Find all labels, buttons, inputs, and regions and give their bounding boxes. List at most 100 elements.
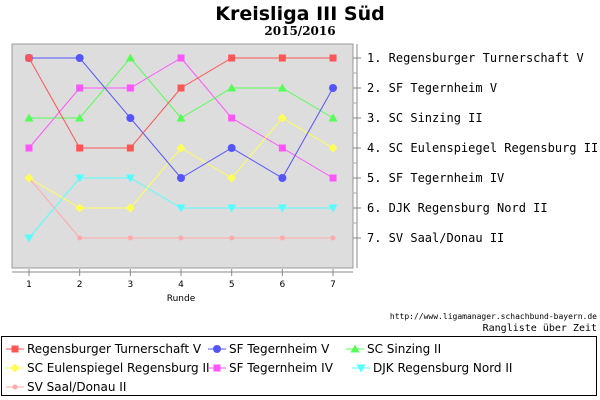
data-point — [277, 204, 287, 213]
data-point — [125, 53, 135, 62]
x-axis-label: Runde — [167, 294, 196, 304]
chart-caption: Rangliste über Zeit — [483, 323, 597, 334]
data-point — [177, 174, 186, 182]
data-point — [177, 84, 185, 92]
legend-label: SV Saal/Donau II — [27, 380, 127, 394]
legend-label: DJK Regensburg Nord II — [373, 361, 513, 375]
legend-swatch — [6, 384, 24, 390]
series-djk-regensburg-nord-ii — [24, 174, 338, 243]
legend-item: DJK Regensburg Nord II — [352, 359, 512, 377]
legend-label: SF Tegernheim V — [229, 342, 330, 356]
legend-marker — [213, 345, 221, 353]
legend-marker — [356, 364, 366, 373]
legend-item: SV Saal/Donau II — [6, 378, 126, 396]
ranking-label: 2. SF Tegernheim V — [367, 81, 497, 95]
legend-label: SF Tegernheim IV — [229, 361, 333, 375]
x-axis: 1 2 3 4 5 6 7 — [12, 269, 353, 290]
ranking-label: 7. SV Saal/Donau II — [367, 231, 504, 245]
legend-swatch — [6, 345, 24, 353]
data-point — [278, 174, 287, 182]
data-point — [227, 144, 236, 152]
data-point — [228, 114, 236, 122]
data-point — [176, 113, 186, 122]
data-point — [77, 235, 83, 241]
data-point — [75, 174, 85, 183]
data-point — [328, 204, 338, 213]
legend-marker — [213, 364, 221, 372]
data-point — [278, 144, 286, 152]
data-point — [127, 235, 133, 241]
legend-item: SC Eulenspiegel Regensburg II — [6, 359, 210, 377]
data-point — [277, 113, 287, 123]
data-point — [330, 235, 336, 241]
series-regensburger-turnerschaft-v — [25, 54, 337, 152]
legend-label: Regensburger Turnerschaft V — [27, 342, 202, 356]
data-point — [176, 143, 186, 153]
ranking-label: 3. SC Sinzing II — [367, 111, 483, 125]
data-point — [76, 84, 84, 92]
legend-swatch — [346, 344, 364, 353]
legend-swatch — [352, 364, 370, 373]
x-tick-label: 4 — [178, 280, 184, 290]
x-tick-label: 5 — [229, 280, 235, 290]
legend-swatch — [6, 363, 24, 373]
y-axis — [353, 44, 361, 268]
data-point — [76, 144, 84, 152]
x-tick-label: 6 — [279, 280, 285, 290]
legend-swatch — [208, 345, 226, 353]
series-layer — [24, 53, 338, 243]
legend-marker — [10, 363, 20, 373]
data-point — [228, 54, 236, 62]
data-point — [177, 54, 185, 62]
ranking-label: 5. SF Tegernheim IV — [367, 171, 504, 185]
x-tick-label: 3 — [127, 280, 133, 290]
legend-marker — [12, 384, 18, 390]
data-point — [278, 54, 286, 62]
ranking-label: 6. DJK Regensburg Nord II — [367, 201, 548, 215]
x-tick-label: 2 — [77, 280, 83, 290]
data-point — [24, 113, 34, 122]
source-url: http://www.ligamanager.schachbund-bayern… — [390, 312, 597, 321]
legend-label: SC Sinzing II — [367, 342, 442, 356]
chart-title: Kreisliga III Süd — [215, 3, 385, 25]
legend-marker — [11, 345, 19, 353]
data-point — [329, 84, 338, 92]
data-point — [277, 83, 287, 92]
legend: Regensburger Turnerschaft V SF Tegernheim… — [1, 336, 597, 396]
x-tick-label: 1 — [26, 280, 32, 290]
series-sc-eulenspiegel-regensburg-ii — [24, 113, 338, 213]
legend-item: SC Sinzing II — [346, 340, 441, 358]
data-point — [24, 173, 34, 183]
data-point — [126, 84, 134, 92]
legend-swatch — [208, 364, 226, 372]
data-point — [176, 204, 186, 213]
data-point — [75, 113, 85, 122]
data-point — [229, 235, 235, 241]
data-point — [328, 113, 338, 122]
data-point — [126, 114, 135, 122]
data-point — [75, 203, 85, 213]
data-point — [227, 204, 237, 213]
data-point — [328, 143, 338, 153]
legend-item: SF Tegernheim IV — [208, 359, 333, 377]
legend-item: Regensburger Turnerschaft V — [6, 340, 201, 358]
data-point — [329, 54, 337, 62]
data-point — [125, 203, 135, 213]
data-point — [126, 144, 134, 152]
chart-canvas: Kreisliga III Süd 2015/2016 1 2 3 4 5 6 7 1. R… — [11, 3, 598, 334]
data-point — [24, 234, 34, 243]
x-tick-label: 7 — [330, 280, 336, 290]
final-ranking: 1. Regensburger Turnerschaft V 2. SF Tege… — [367, 51, 598, 245]
data-point — [279, 235, 285, 241]
series-sf-tegernheim-iv — [25, 54, 337, 182]
legend-label: SC Eulenspiegel Regensburg II — [27, 361, 210, 375]
data-point — [25, 54, 33, 62]
data-point — [329, 174, 337, 182]
data-point — [25, 144, 33, 152]
data-point — [75, 54, 84, 62]
legend-marker — [350, 344, 360, 353]
series-sc-sinzing-ii — [24, 53, 338, 122]
ranking-label: 1. Regensburger Turnerschaft V — [367, 51, 584, 65]
ranking-label: 4. SC Eulenspiegel Regensburg II — [367, 141, 598, 155]
data-point — [227, 83, 237, 92]
